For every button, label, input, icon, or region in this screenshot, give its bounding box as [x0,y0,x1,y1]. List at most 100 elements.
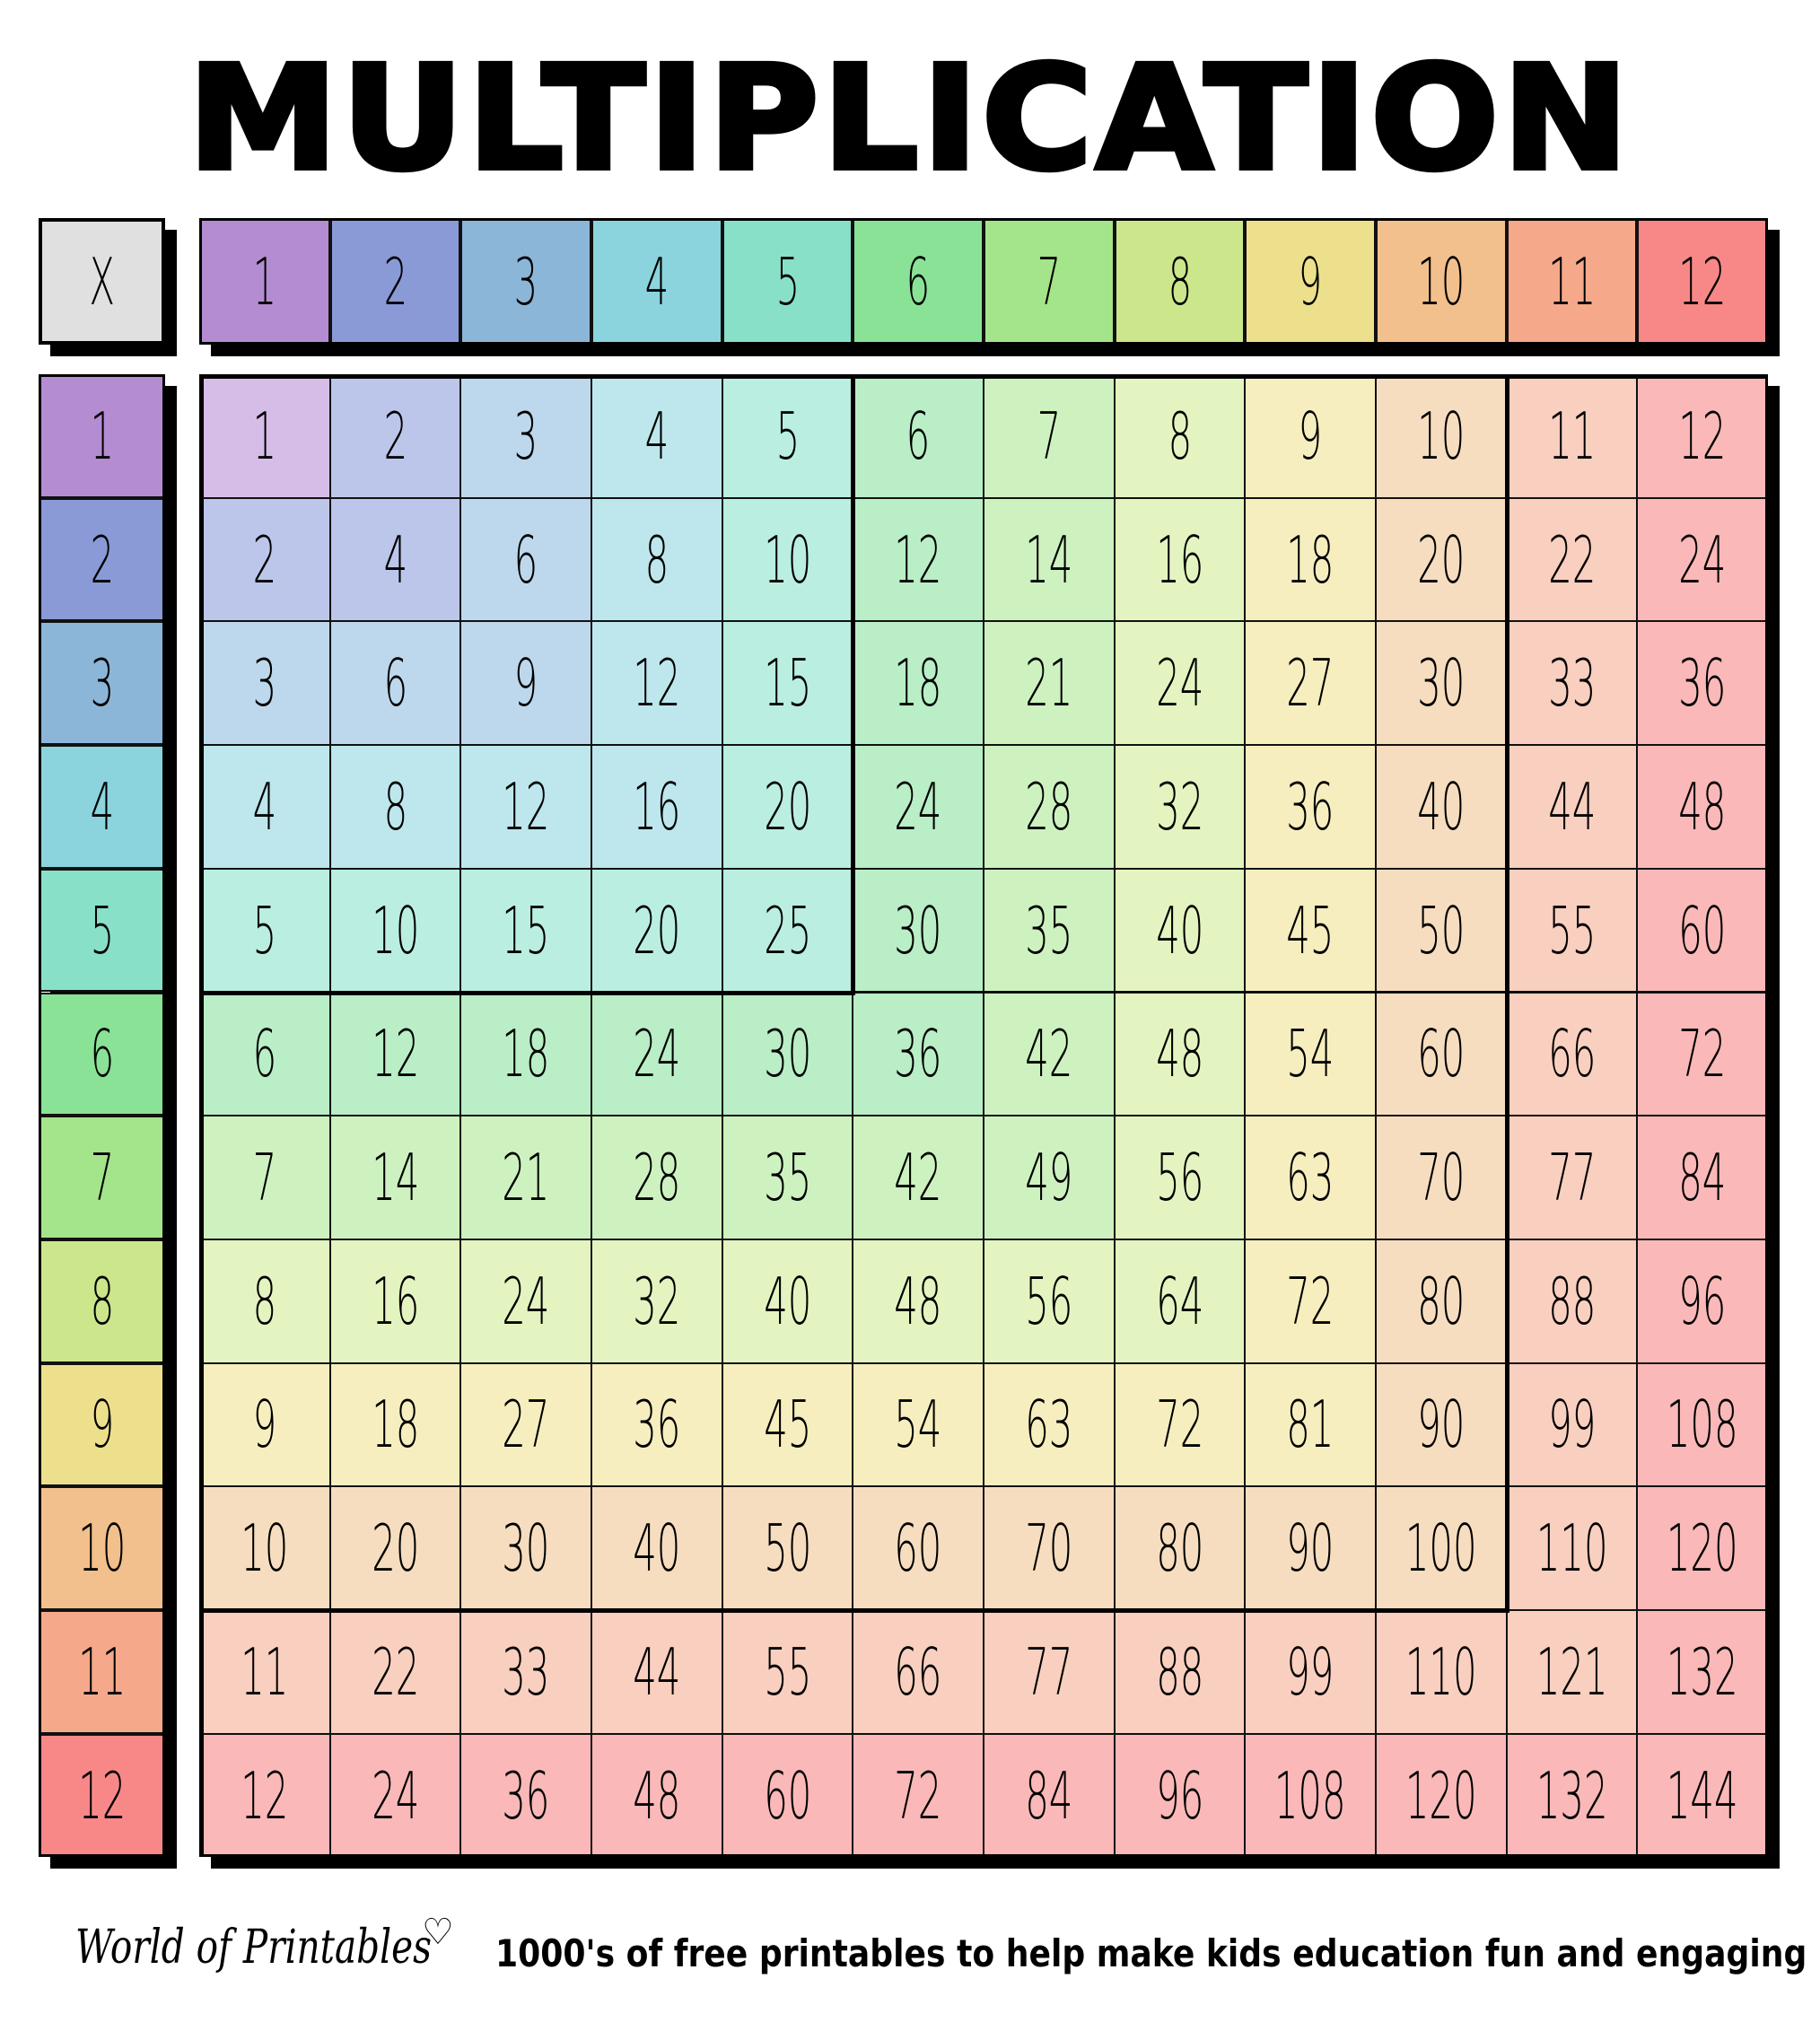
table-cell: 70 [984,1486,1115,1610]
row-header: 5 [39,868,165,993]
corner-x: X [39,218,165,345]
table-cell: 30 [460,1486,591,1610]
column-header-text: 6 [906,243,931,320]
table-cell-text: 110 [1404,1633,1477,1710]
table-cell: 8 [199,1239,330,1363]
table-cell-text: 30 [763,1016,812,1092]
table-cell: 64 [1114,1239,1246,1363]
table-cell: 32 [1114,745,1246,869]
table-cell: 24 [591,992,722,1116]
table-cell-text: 44 [1547,768,1597,845]
table-cell-text: 35 [1025,892,1073,968]
table-cell-text: 20 [371,1510,420,1587]
table-cell-text: 54 [894,1387,942,1463]
table-cell: 33 [1506,621,1638,746]
column-header-text: 3 [513,243,538,320]
table-cell: 108 [1245,1733,1376,1858]
table-cell: 12 [591,621,722,746]
table-cell: 72 [853,1733,984,1858]
table-cell: 63 [1245,1116,1376,1239]
table-cell: 80 [1114,1486,1246,1610]
table-cell: 24 [1637,497,1768,622]
table-cell: 8 [591,497,722,622]
table-cell-text: 30 [1417,645,1466,722]
table-cell-text: 45 [763,1387,812,1463]
table-cell: 60 [853,1486,984,1610]
row-header: 10 [39,1486,165,1610]
table-cell-text: 3 [252,645,277,722]
column-header: 3 [460,218,591,345]
table-cell-text: 9 [252,1387,277,1463]
table-cell-text: 14 [371,1140,420,1216]
row-header: 12 [39,1733,165,1858]
table-cell-text: 81 [1286,1387,1334,1463]
row-header: 7 [39,1116,165,1239]
row-header: 6 [39,992,165,1116]
table-cell-text: 22 [371,1633,420,1710]
table-cell-text: 96 [1678,1263,1727,1339]
table-cell-text: 21 [1025,645,1073,722]
table-cell: 9 [460,621,591,746]
table-cell-text: 6 [383,645,407,722]
table-cell: 9 [1245,374,1376,498]
table-cell-text: 70 [1025,1510,1073,1587]
table-cell-text: 12 [633,645,681,722]
table-cell-text: 16 [633,768,681,845]
column-header: 9 [1245,218,1376,345]
row-header-text: 9 [90,1387,114,1463]
table-cell-text: 108 [1667,1387,1739,1463]
table-cell-text: 3 [513,398,538,474]
table-cell-text: 48 [633,1757,681,1834]
table-cell-text: 2 [252,521,277,598]
table-cell: 36 [591,1362,722,1487]
table-cell-text: 121 [1536,1633,1608,1710]
table-cell-text: 21 [502,1140,550,1216]
table-cell: 120 [1376,1733,1507,1858]
table-cell-text: 18 [1286,521,1334,598]
table-cell-text: 16 [1155,521,1204,598]
table-cell-text: 66 [1547,1016,1597,1092]
table-cell: 1 [199,374,330,498]
table-cell: 35 [722,1116,853,1239]
table-cell: 54 [853,1362,984,1487]
table-cell: 16 [591,745,722,869]
table-cell-text: 88 [1155,1633,1204,1710]
table-cell: 72 [1637,992,1768,1116]
table-cell: 7 [984,374,1115,498]
table-cell-text: 48 [1678,768,1727,845]
column-header: 2 [329,218,461,345]
table-cell-text: 4 [644,398,669,474]
table-cell: 16 [329,1239,461,1363]
row-header-text: 6 [90,1016,114,1092]
table-cell-text: 28 [1025,768,1073,845]
table-cell-text: 8 [252,1263,277,1339]
table-cell: 120 [1637,1486,1768,1610]
table-cell-text: 36 [502,1757,550,1834]
row-header: 3 [39,621,165,746]
table-cell: 22 [1506,497,1638,622]
table-cell: 21 [460,1116,591,1239]
table-cell-text: 40 [1417,768,1466,845]
table-cell-text: 9 [513,645,538,722]
table-cell-text: 11 [1547,398,1597,474]
table-cell: 20 [722,745,853,869]
table-cell: 45 [1245,868,1376,993]
column-header: 5 [722,218,853,345]
table-cell: 50 [722,1486,853,1610]
table-cell-text: 10 [1417,398,1466,474]
table-cell-text: 12 [1678,398,1727,474]
table-cell: 99 [1245,1610,1376,1734]
table-cell-text: 18 [502,1016,550,1092]
column-header-text: 11 [1547,243,1597,320]
table-cell: 22 [329,1610,461,1734]
table-cell: 121 [1506,1610,1638,1734]
row-header: 11 [39,1610,165,1734]
heart-icon: ♡ [422,1912,454,1953]
table-cell: 72 [1245,1239,1376,1363]
row-header: 8 [39,1239,165,1363]
table-cell-text: 24 [1155,645,1204,722]
table-cell-text: 24 [371,1757,420,1834]
row-header: 9 [39,1362,165,1487]
table-cell: 40 [1114,868,1246,993]
table-cell: 2 [329,374,461,498]
